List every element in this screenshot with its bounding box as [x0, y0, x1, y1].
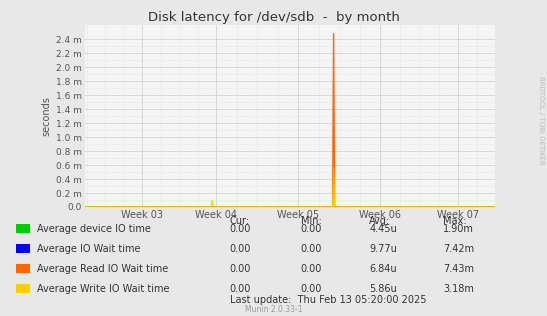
Text: Munin 2.0.33-1: Munin 2.0.33-1	[245, 306, 302, 314]
Text: Avg:: Avg:	[369, 216, 391, 227]
Text: Last update:  Thu Feb 13 05:20:00 2025: Last update: Thu Feb 13 05:20:00 2025	[230, 295, 426, 305]
Text: Disk latency for /dev/sdb  -  by month: Disk latency for /dev/sdb - by month	[148, 11, 399, 24]
Text: 0.00: 0.00	[230, 244, 251, 254]
Text: 5.86u: 5.86u	[369, 284, 397, 294]
Text: Average Write IO Wait time: Average Write IO Wait time	[37, 284, 169, 294]
Text: 7.42m: 7.42m	[443, 244, 474, 254]
Text: 0.00: 0.00	[230, 284, 251, 294]
Text: 6.84u: 6.84u	[369, 264, 397, 274]
Text: 0.00: 0.00	[301, 224, 322, 234]
Text: 0.00: 0.00	[301, 244, 322, 254]
Text: 9.77u: 9.77u	[369, 244, 397, 254]
Text: Average Read IO Wait time: Average Read IO Wait time	[37, 264, 168, 274]
Text: 0.00: 0.00	[301, 284, 322, 294]
Text: Average IO Wait time: Average IO Wait time	[37, 244, 140, 254]
Y-axis label: seconds: seconds	[42, 96, 52, 136]
Text: Cur:: Cur:	[230, 216, 250, 227]
Text: 0.00: 0.00	[230, 224, 251, 234]
Text: 0.00: 0.00	[230, 264, 251, 274]
Text: Max:: Max:	[443, 216, 467, 227]
Text: 1.90m: 1.90m	[443, 224, 474, 234]
Text: RRDTOOL / TOBI OETIKER: RRDTOOL / TOBI OETIKER	[538, 76, 544, 164]
Text: 4.45u: 4.45u	[369, 224, 397, 234]
Text: Min:: Min:	[301, 216, 322, 227]
Text: 0.00: 0.00	[301, 264, 322, 274]
Text: 7.43m: 7.43m	[443, 264, 474, 274]
Text: 3.18m: 3.18m	[443, 284, 474, 294]
Text: Average device IO time: Average device IO time	[37, 224, 150, 234]
